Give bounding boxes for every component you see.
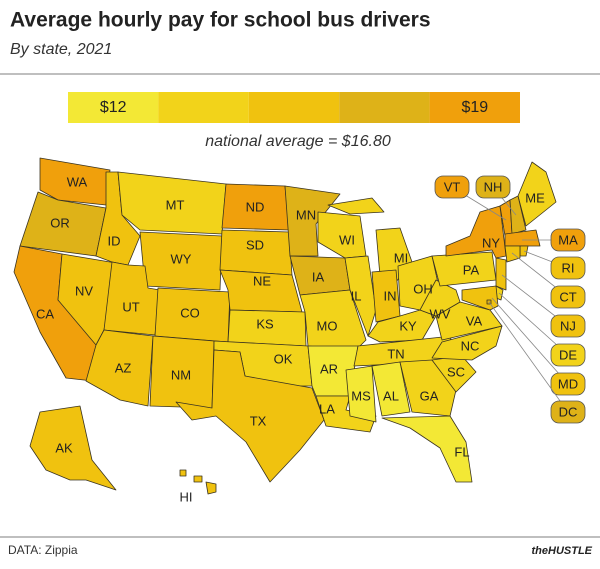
state-shape <box>344 255 377 337</box>
state-label: LA <box>319 401 335 416</box>
state-label: MI <box>394 250 408 265</box>
state-label: OH <box>413 281 433 296</box>
state-shape <box>419 279 461 317</box>
state-shape <box>29 405 117 491</box>
legend: $12 $19 <box>68 92 520 123</box>
state-label: SD <box>246 237 264 252</box>
state-label: AR <box>320 361 338 376</box>
state-shape <box>327 197 385 215</box>
state-shape <box>371 361 411 417</box>
legend-label: $12 <box>100 99 127 116</box>
callout-box <box>434 175 470 199</box>
state-label: CO <box>180 305 200 320</box>
state-label: MS <box>351 388 371 403</box>
state-label: AL <box>383 388 399 403</box>
state-label: NE <box>253 273 271 288</box>
callout-box <box>550 343 586 367</box>
state-shape <box>179 469 187 477</box>
state-shape <box>509 195 527 235</box>
state-label: ND <box>246 199 265 214</box>
state-shape <box>495 257 507 291</box>
state-label: KS <box>256 316 274 331</box>
state-shape <box>193 475 203 483</box>
state-label: DC <box>559 404 578 419</box>
state-label: IL <box>351 288 362 303</box>
callout-box <box>475 175 511 199</box>
state-label: IA <box>312 269 325 284</box>
title: Average hourly pay for school bus driver… <box>10 9 431 32</box>
state-label: NM <box>171 367 191 382</box>
legend-swatch <box>158 92 249 123</box>
state-label: SC <box>447 364 465 379</box>
brand: theHUSTLE <box>532 545 593 557</box>
state-shape <box>517 161 557 227</box>
callout-box <box>550 314 586 338</box>
state-label: OR <box>50 215 70 230</box>
legend-swatch <box>248 92 340 123</box>
subtitle: By state, 2021 <box>10 41 112 58</box>
state-label: WA <box>67 174 88 189</box>
state-label: WI <box>339 232 355 247</box>
state-label: NC <box>461 338 480 353</box>
callout-box <box>550 285 586 309</box>
state-label: WV <box>430 306 451 321</box>
legend-swatch <box>68 92 159 123</box>
state-shape <box>504 229 541 247</box>
state-label: ID <box>108 233 121 248</box>
callout-line <box>491 297 569 385</box>
state-label: MN <box>296 207 316 222</box>
state-label: TX <box>250 413 267 428</box>
state-label: CA <box>36 306 54 321</box>
state-label: AK <box>55 440 73 455</box>
state-label: IN <box>384 288 397 303</box>
state-shape <box>345 365 377 423</box>
callout-box <box>550 372 586 396</box>
state-label: KY <box>399 318 417 333</box>
state-label: VT <box>444 179 461 194</box>
state-label: CT <box>559 289 576 304</box>
state-label: HI <box>180 489 193 504</box>
state-label: PA <box>463 262 480 277</box>
state-shape <box>284 185 341 257</box>
callout-box <box>550 228 586 252</box>
state-shape <box>504 245 521 263</box>
state-label: OK <box>274 351 293 366</box>
state-label: MD <box>558 376 578 391</box>
state-shape <box>175 349 325 483</box>
state-label: DE <box>559 347 577 362</box>
state-label: NJ <box>560 318 576 333</box>
state-label: MO <box>317 318 338 333</box>
state-label: TN <box>387 346 404 361</box>
state-label: MA <box>558 232 578 247</box>
legend-swatch <box>429 92 520 123</box>
state-label: NV <box>75 283 93 298</box>
callout-line <box>488 301 569 413</box>
state-label: GA <box>420 388 439 403</box>
state-label: WY <box>171 251 192 266</box>
state-label: RI <box>562 260 575 275</box>
state-label: MT <box>166 197 185 212</box>
source: DATA: Zippia <box>8 543 78 557</box>
state-label: VA <box>466 313 483 328</box>
state-shape <box>117 171 227 235</box>
state-shape <box>39 157 111 206</box>
state-shape <box>381 415 473 483</box>
state-shape <box>205 481 217 495</box>
national-average: national average = $16.80 <box>205 133 391 150</box>
state-label: UT <box>122 299 139 314</box>
state-label: NY <box>482 235 500 250</box>
legend-swatch <box>339 92 430 123</box>
states: WA OR CA NV ID MT WY UT CO AZ NM ND SD NE KS OK TX MN IA MO… <box>13 157 586 504</box>
state-label: AZ <box>115 360 132 375</box>
state-label: ME <box>525 190 545 205</box>
state-label: FL <box>454 444 469 459</box>
callout-box <box>550 400 586 424</box>
state-label: NH <box>484 179 503 194</box>
callout-box <box>550 256 586 280</box>
legend-label: $19 <box>461 99 488 116</box>
